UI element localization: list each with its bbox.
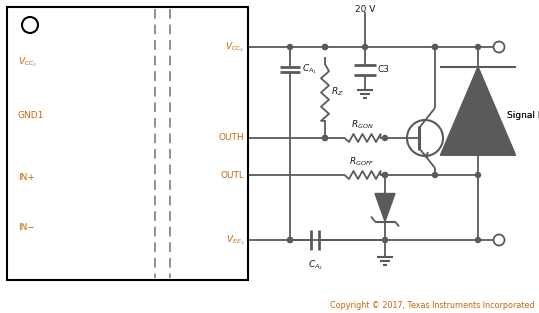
Text: $R_{GON}$: $R_{GON}$ (351, 119, 374, 131)
Text: OUTL: OUTL (220, 171, 244, 179)
Circle shape (322, 136, 328, 141)
Circle shape (322, 44, 328, 49)
Text: $R_{GOFF}$: $R_{GOFF}$ (349, 156, 375, 168)
Text: Signal Emitter: Signal Emitter (507, 111, 539, 121)
Circle shape (322, 44, 328, 49)
Circle shape (383, 136, 388, 141)
Circle shape (475, 44, 480, 49)
Circle shape (475, 172, 480, 177)
Text: GND1: GND1 (18, 110, 44, 120)
Circle shape (432, 44, 438, 49)
Circle shape (322, 136, 328, 141)
Text: C3: C3 (378, 65, 390, 74)
Bar (7, 7, 248, 280)
Circle shape (475, 238, 480, 243)
Text: $C_{A_2}$: $C_{A_2}$ (308, 258, 322, 272)
Circle shape (432, 172, 438, 177)
Circle shape (287, 238, 293, 243)
Circle shape (287, 44, 293, 49)
Circle shape (363, 44, 368, 49)
Text: IN+: IN+ (18, 173, 35, 182)
Circle shape (287, 238, 293, 243)
Text: IN−: IN− (18, 223, 35, 233)
Circle shape (383, 172, 388, 177)
Text: Copyright © 2017, Texas Instruments Incorporated: Copyright © 2017, Texas Instruments Inco… (330, 301, 535, 310)
Text: OUTH: OUTH (218, 134, 244, 142)
Text: $C_{A_1}$: $C_{A_1}$ (302, 62, 317, 76)
Polygon shape (375, 193, 395, 222)
Polygon shape (440, 67, 516, 155)
Text: Signal Emitter: Signal Emitter (507, 111, 539, 121)
Text: $V_{CC_1}$: $V_{CC_1}$ (18, 55, 37, 69)
Text: 20 V: 20 V (355, 5, 375, 14)
Circle shape (383, 172, 388, 177)
Text: $V_{EE_2}$: $V_{EE_2}$ (225, 233, 244, 247)
Circle shape (383, 238, 388, 243)
Text: $V_{CC_2}$: $V_{CC_2}$ (225, 40, 244, 54)
Circle shape (432, 44, 438, 49)
Text: $R_Z$: $R_Z$ (331, 86, 344, 98)
